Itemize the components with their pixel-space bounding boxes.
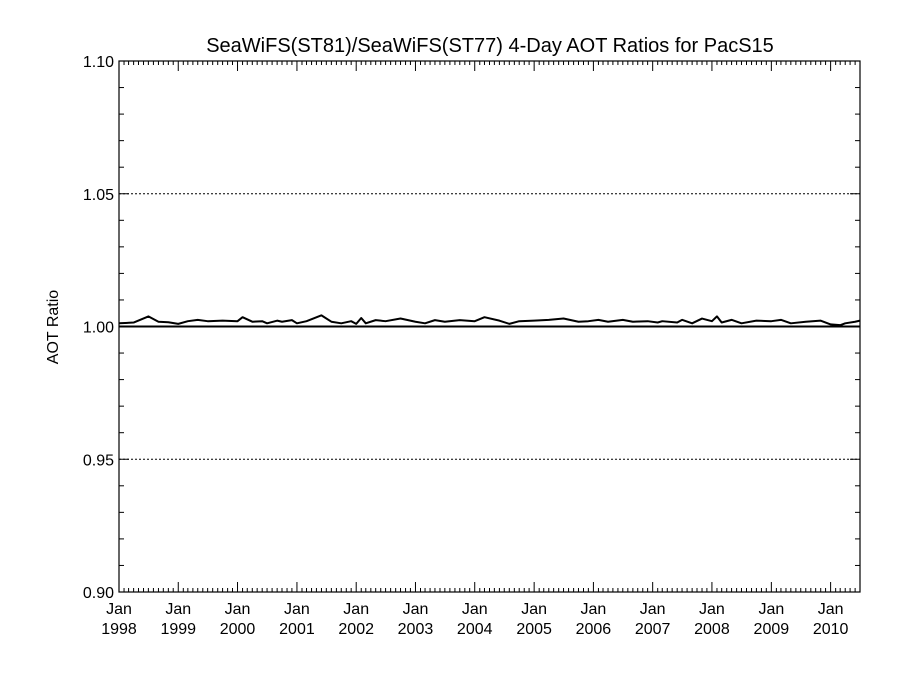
x-tick-label-year: 2001 [279,621,315,638]
y-tick-label: 1.10 [83,54,114,71]
y-axis-label: AOT Ratio [45,290,62,365]
x-tick-label-month: Jan [818,601,844,618]
x-tick-label-year: 2007 [635,621,671,638]
x-tick-label-month: Jan [699,601,725,618]
x-tick-label-month: Jan [462,601,488,618]
x-tick-label-month: Jan [225,601,251,618]
x-tick-label-month: Jan [343,601,369,618]
x-tick-label-year: 2010 [813,621,849,638]
x-tick-label-year: 2004 [457,621,493,638]
x-tick-label-year: 2005 [516,621,552,638]
chart-title: SeaWiFS(ST81)/SeaWiFS(ST77) 4-Day AOT Ra… [206,35,774,57]
y-tick-label: 0.95 [83,452,114,469]
series-line [118,314,861,327]
x-tick-label-year: 2009 [754,621,790,638]
plot-frame [118,60,861,593]
x-tick-label-year: 2002 [338,621,374,638]
x-tick-label-year: 1998 [101,621,137,638]
x-tick-label-month: Jan [403,601,429,618]
y-tick-label: 1.05 [83,187,114,204]
y-tick-label: 1.00 [83,320,114,337]
x-tick-label-month: Jan [581,601,607,618]
x-tick-label-month: Jan [106,601,132,618]
x-tick-labels: Jan 1998 Jan 1999 Jan 2000 Jan 2001 Jan 2002 Jan 20… [101,601,848,638]
x-tick-label-year: 2003 [398,621,434,638]
x-tick-label-month: Jan [758,601,784,618]
x-tick-label-month: Jan [640,601,666,618]
y-tick-labels: 0.90 0.95 1.00 1.05 1.10 [83,54,114,602]
x-tick-label-year: 2000 [220,621,256,638]
gridlines [119,193,860,460]
x-tick-label-month: Jan [165,601,191,618]
x-tick-label-month: Jan [521,601,547,618]
x-tick-label-year: 2008 [694,621,730,638]
x-tick-label-month: Jan [284,601,310,618]
x-tick-label-year: 2006 [576,621,612,638]
axis-ticks [118,60,861,593]
y-tick-label: 0.90 [83,585,114,602]
x-tick-label-year: 1999 [160,621,196,638]
